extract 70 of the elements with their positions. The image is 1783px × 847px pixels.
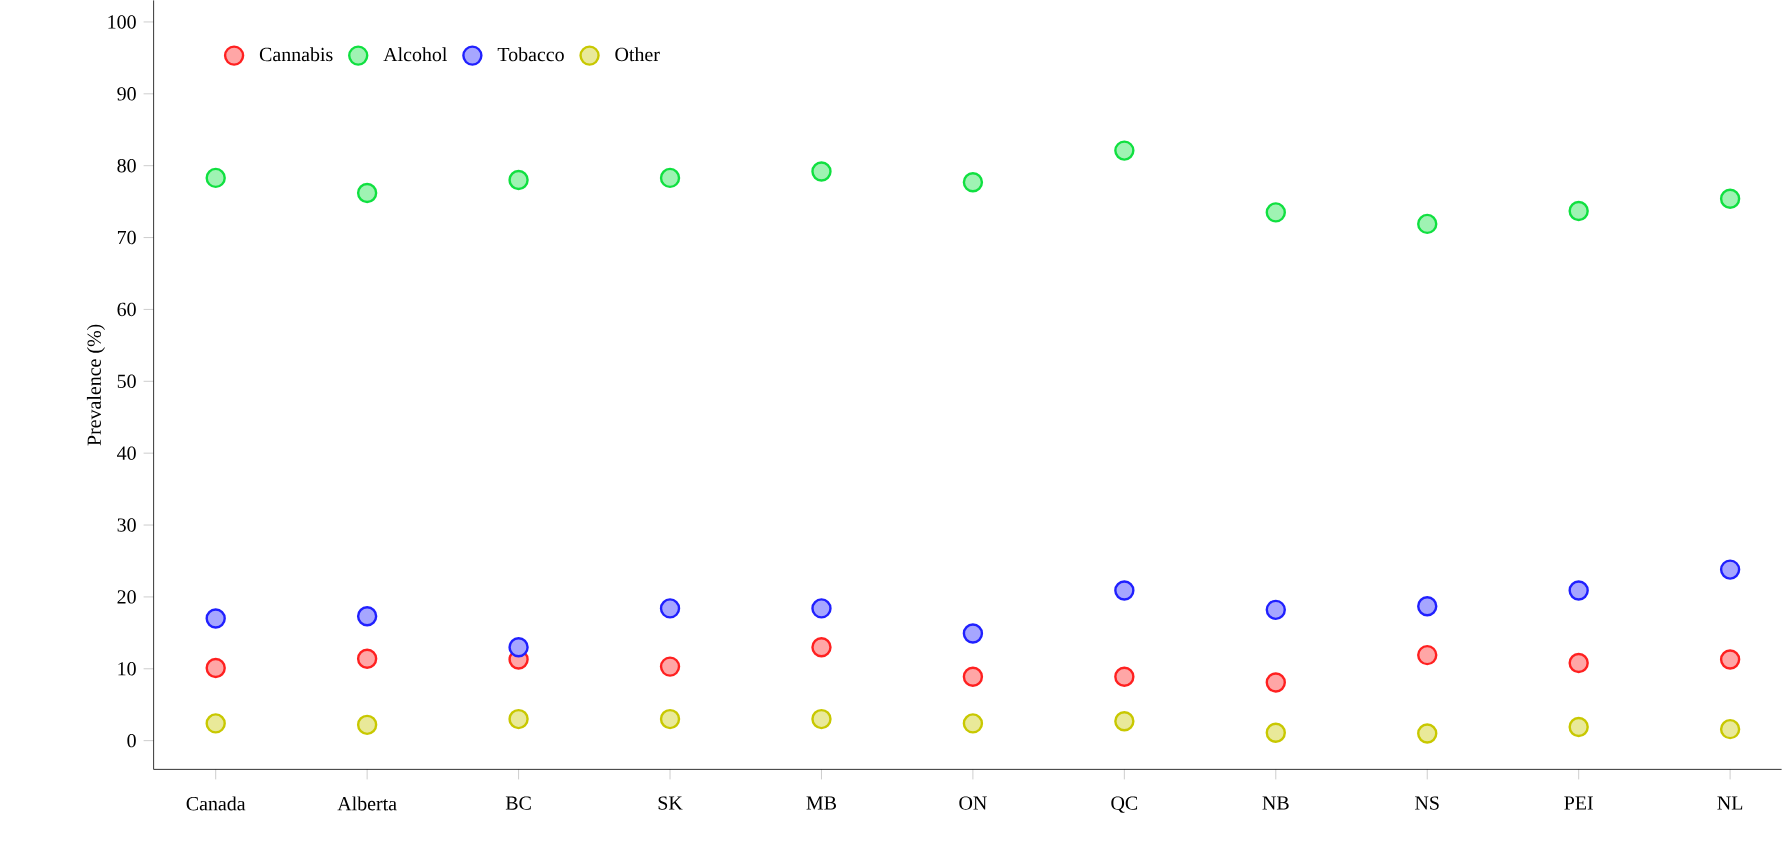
- legend-label: Tobacco: [497, 47, 564, 62]
- point: [659, 167, 681, 188]
- y-tick-label: 50: [117, 374, 136, 388]
- x-tick-label: NB: [1262, 796, 1289, 810]
- point: [659, 656, 681, 677]
- point: [356, 648, 378, 669]
- point: [962, 171, 984, 193]
- point: [1568, 200, 1589, 221]
- y-tick-label: 10: [118, 661, 136, 676]
- point: [1114, 710, 1135, 732]
- point: [508, 636, 529, 658]
- point: [811, 161, 832, 182]
- point: [659, 708, 681, 730]
- point: [659, 598, 681, 619]
- point: [1265, 202, 1286, 223]
- point: [1417, 644, 1438, 666]
- y-tick-label: 90: [117, 86, 136, 101]
- point: [1114, 666, 1135, 687]
- y-tick-label: 80: [117, 158, 136, 173]
- point: [1719, 649, 1741, 670]
- point: [1114, 580, 1135, 601]
- point: [962, 666, 984, 687]
- point: [1417, 213, 1438, 234]
- point: [205, 713, 226, 734]
- x-tick-label: QC: [1111, 796, 1138, 813]
- point: [1417, 723, 1438, 744]
- y-tick-label: 20: [117, 590, 136, 604]
- y-tick-label: 70: [117, 230, 136, 245]
- point: [205, 167, 226, 188]
- x-tick-label: NS: [1415, 796, 1439, 810]
- y-tick-label: 100: [108, 15, 136, 29]
- legend-label: Cannabis: [259, 47, 333, 62]
- point: [356, 714, 378, 735]
- x-tick-label: PEI: [1564, 796, 1593, 810]
- x-tick-label: ON: [959, 796, 987, 810]
- point: [1265, 722, 1286, 743]
- x-tick-label: MB: [806, 796, 836, 810]
- y-tick-label: 30: [117, 518, 136, 532]
- point: [1719, 718, 1741, 740]
- point: [508, 169, 529, 191]
- point: [1568, 580, 1589, 601]
- point: [811, 636, 832, 658]
- point: [1568, 652, 1589, 674]
- y-tick-label: 0: [127, 733, 136, 748]
- point: [811, 598, 832, 619]
- point: [205, 608, 226, 629]
- point: [1265, 599, 1286, 620]
- y-tick-label: 40: [117, 446, 136, 460]
- point: [1265, 672, 1286, 693]
- point: [356, 605, 378, 627]
- point: [962, 713, 984, 734]
- point: [205, 657, 226, 679]
- point: [811, 708, 832, 730]
- point: [1417, 595, 1438, 617]
- legend-label: Alcohol: [383, 47, 447, 62]
- x-tick-label: Canada: [186, 796, 246, 811]
- point: [1114, 140, 1135, 161]
- point: [962, 623, 984, 644]
- legend-label: Other: [615, 47, 660, 62]
- x-tick-label: BC: [505, 796, 531, 810]
- x-tick-label: NL: [1717, 796, 1743, 810]
- point: [356, 182, 378, 204]
- y-axis-title: Prevalence (%): [86, 324, 106, 446]
- point: [1568, 716, 1589, 737]
- point: [1719, 559, 1741, 580]
- point: [508, 708, 529, 730]
- x-tick-label: Alberta: [337, 796, 397, 811]
- x-tick-label: SK: [658, 796, 683, 810]
- y-tick-label: 60: [117, 302, 136, 316]
- point: [1719, 188, 1741, 209]
